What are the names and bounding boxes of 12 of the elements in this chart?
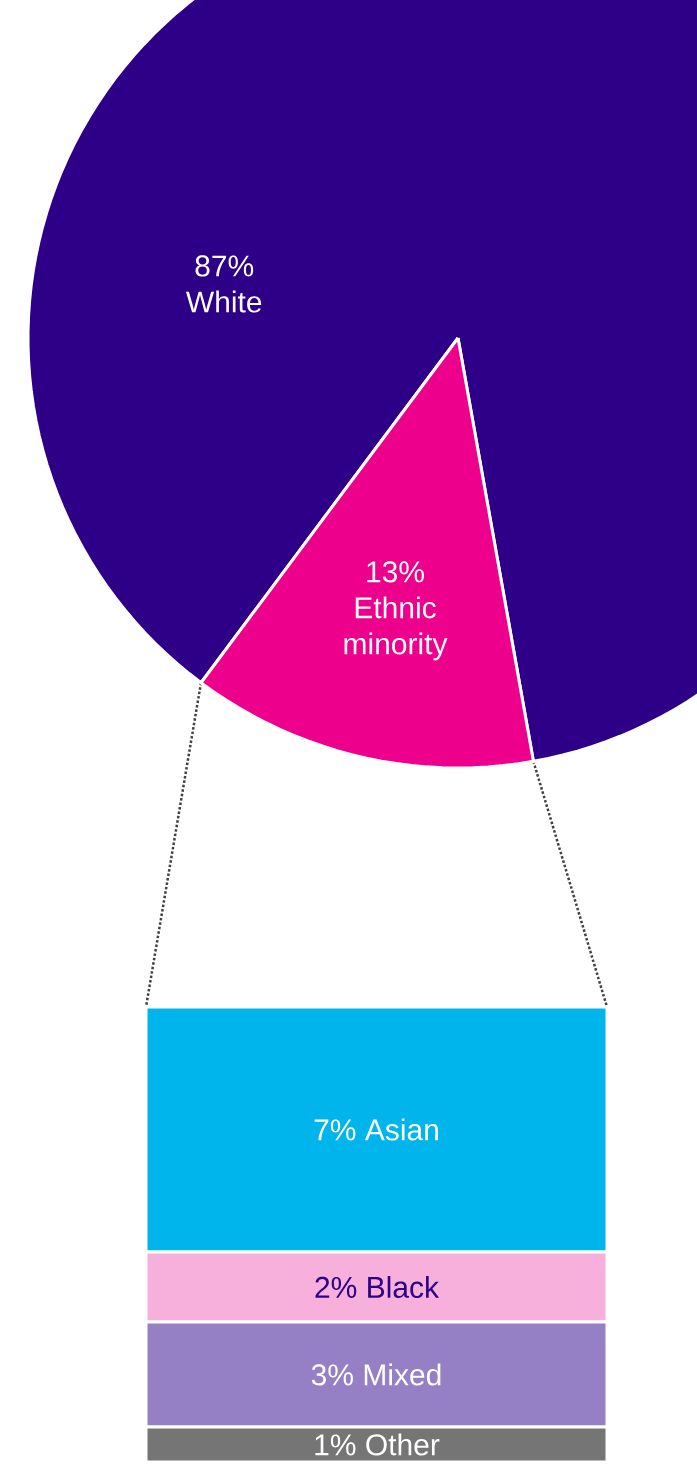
data-label: 7%: [314, 1119, 356, 1141]
data-label: 87%: [195, 255, 254, 277]
series-label: Mixed: [364, 1363, 441, 1386]
series-label: Other: [366, 1433, 440, 1456]
data-label: 2%: [315, 1276, 357, 1298]
data-label: 1%: [315, 1434, 356, 1456]
series-label: Black: [368, 1275, 440, 1299]
slice-label: Ethnic minority: [344, 596, 448, 661]
data-label: 13%: [367, 561, 424, 583]
data-label: 3%: [311, 1364, 353, 1386]
series-label: Asian: [364, 1118, 438, 1141]
slice-label: White: [185, 290, 262, 313]
